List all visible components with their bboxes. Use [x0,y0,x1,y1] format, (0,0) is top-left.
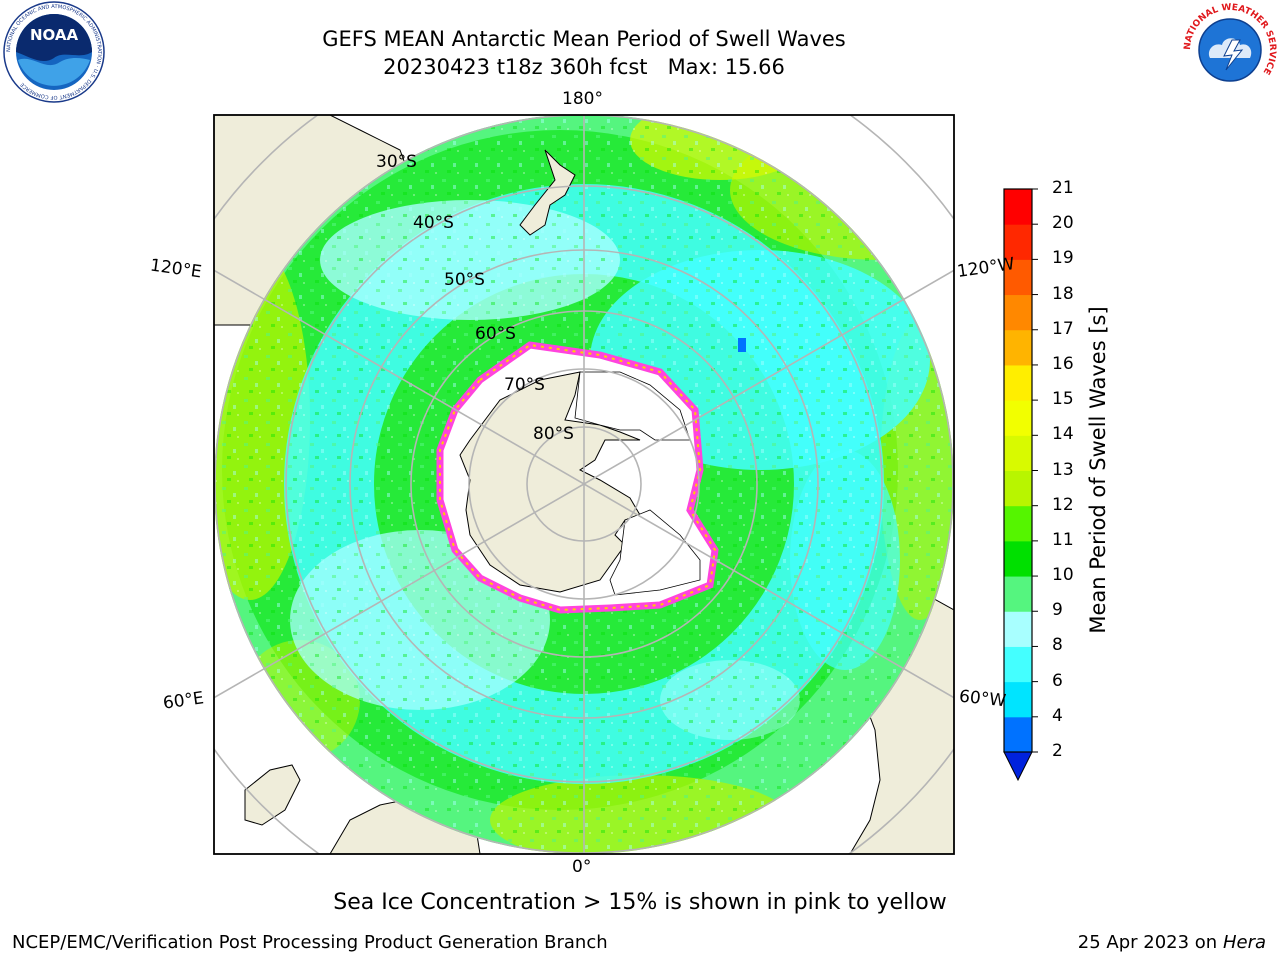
colorbar-extend-arrow [1003,751,1033,782]
footer-date: 25 Apr 2023 on Hera [1078,932,1266,953]
chart-subtitle: 20230423 t18z 360h fcst Max: 15.66 [383,55,785,79]
footer-host: Hera [1222,932,1266,953]
chart-title: GEFS MEAN Antarctic Mean Period of Swell… [322,27,846,51]
colorbar-tick-label: 11 [1052,529,1074,550]
colorbar-cell [1004,611,1032,647]
colorbar-cell [1004,259,1032,296]
colorbar-tick-label: 8 [1052,635,1063,656]
colorbar-cell [1004,224,1032,260]
colorbar [1003,188,1038,782]
colorbar-label: Mean Period of Swell Waves [s] [1086,306,1110,634]
colorbar-cell [1004,435,1032,471]
colorbar-cell [1004,400,1032,436]
colorbar-cell [1004,294,1032,331]
colorbar-tick-label: 20 [1052,213,1074,234]
lat-label-50s: 50°S [444,270,485,290]
lat-label-60s: 60°S [475,324,516,344]
new-zealand-land [519,149,576,236]
lon-label-180: 180° [562,89,603,109]
colorbar-tick-label: 16 [1052,353,1074,374]
footer-date-text: 25 Apr 2023 on [1077,932,1223,953]
ross-ice-shelf [574,371,691,441]
low-period-spot [738,338,746,352]
footer-credit: NCEP/EMC/Verification Post Processing Pr… [12,932,608,953]
map-frame [213,114,955,855]
sea-ice-caption: Sea Ice Concentration > 15% is shown in … [333,890,947,915]
colorbar-tick-label: 12 [1052,494,1074,515]
colorbar-tick-label: 13 [1052,459,1074,480]
colorbar-cell [1004,505,1032,542]
colorbar-cell [1004,189,1032,225]
madagascar-land [244,764,301,826]
colorbar-cell [1004,646,1032,683]
nws-logo: NATIONAL WEATHER SERVICE [1183,3,1277,97]
colorbar-tick-label: 21 [1052,178,1074,198]
colorbar-cell [1004,540,1032,577]
colorbar-tick-label: 17 [1052,318,1074,339]
lon-label-0: 0° [572,857,592,877]
colorbar-tick-label: 18 [1052,283,1074,304]
colorbar-tick-label: 19 [1052,248,1074,269]
colorbar-cell [1004,329,1032,366]
colorbar-tick-label: 9 [1052,600,1063,621]
lat-label-70s: 70°S [504,375,545,395]
colorbar-cell [1004,364,1032,401]
noaa-logo: NOAA NATIONAL OCEANIC AND ATMOSPHERIC AD… [3,1,105,103]
noaa-logo-text: NOAA [30,26,79,44]
colorbar-tick-label: 2 [1052,741,1063,761]
antarctica-land [459,371,641,593]
lat-label-40s: 40°S [413,213,454,233]
colorbar-tick-label: 14 [1052,424,1074,445]
colorbar-tick-label: 4 [1052,705,1063,726]
ronne-ice-shelf [609,509,701,596]
colorbar-cell [1004,576,1032,612]
colorbar-tick-label: 10 [1052,565,1074,586]
lat-label-30s: 30°S [376,152,417,172]
colorbar-cell [1004,470,1032,507]
colorbar-cell [1004,681,1032,718]
colorbar-tick-label: 6 [1052,670,1063,691]
lat-label-80s: 80°S [533,424,574,444]
colorbar-cell [1004,716,1032,753]
colorbar-tick-label: 15 [1052,389,1074,410]
